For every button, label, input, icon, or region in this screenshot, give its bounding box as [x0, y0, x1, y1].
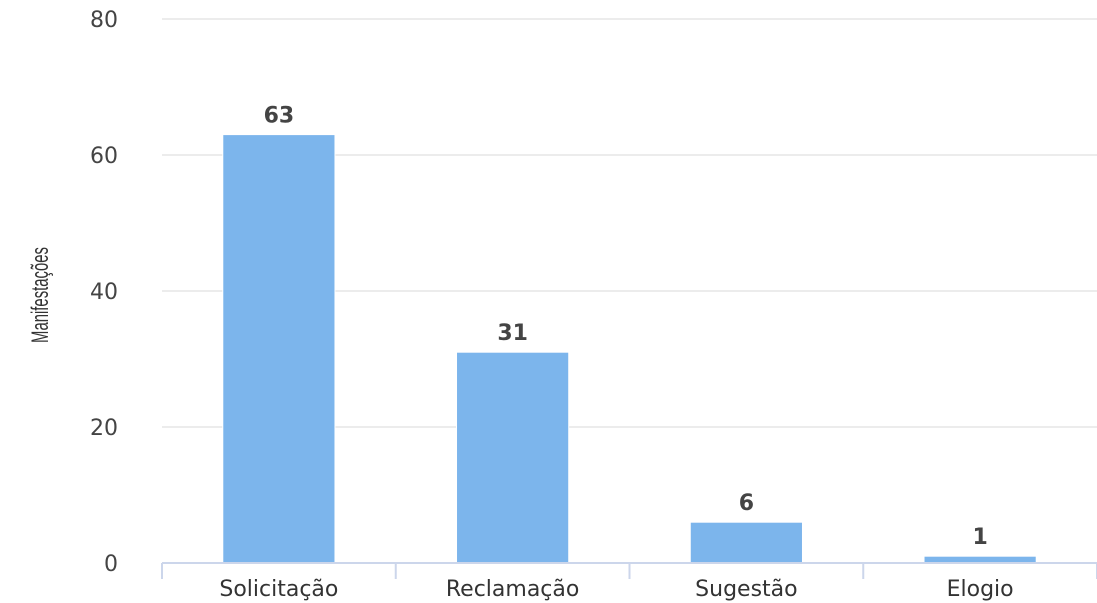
y-tick-label: 60 — [90, 144, 118, 169]
bar-elogio — [923, 555, 1037, 564]
bar-solicitação — [222, 134, 336, 564]
y-tick-label: 80 — [90, 8, 118, 33]
y-axis-title: Manifestações — [28, 247, 54, 343]
x-category-label: Elogio — [947, 577, 1014, 602]
x-category-label: Solicitação — [219, 577, 338, 602]
data-label: 6 — [739, 491, 754, 516]
data-labels: 63 31 6 1 — [264, 104, 988, 551]
y-tick-label: 0 — [104, 552, 118, 577]
x-axis: Solicitação Reclamação Sugestão Elogio — [161, 562, 1097, 602]
x-category-label: Sugestão — [695, 577, 797, 602]
data-label: 1 — [972, 525, 987, 550]
y-axis-ticks: 0 20 40 60 80 — [90, 8, 118, 577]
bar-reclamação — [456, 351, 570, 564]
x-category-label: Reclamação — [446, 577, 579, 602]
bars — [222, 134, 1037, 564]
y-tick-label: 40 — [90, 280, 118, 305]
y-tick-label: 20 — [90, 416, 118, 441]
data-label: 63 — [264, 104, 295, 129]
bar-sugestão — [689, 521, 803, 564]
data-label: 31 — [497, 321, 528, 346]
